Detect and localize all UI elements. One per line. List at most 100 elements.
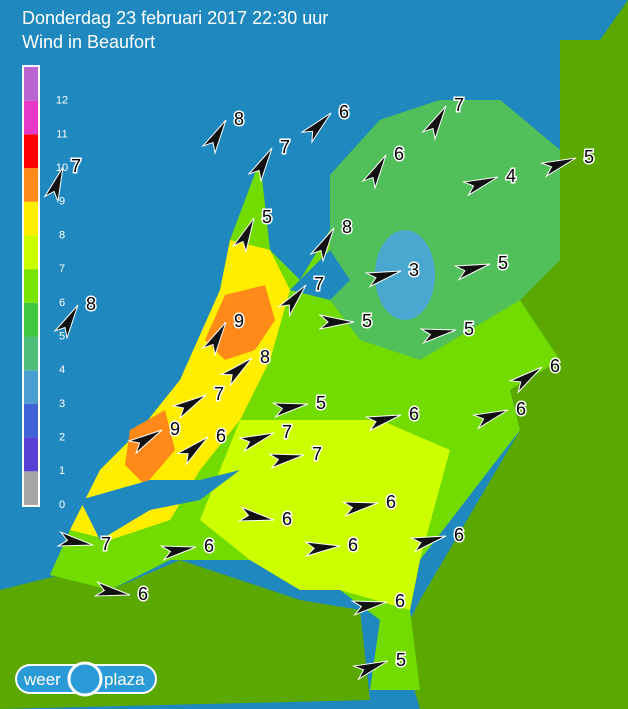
- arrow-shape: [201, 321, 227, 357]
- arrow-shape: [56, 531, 94, 547]
- wind-arrow: [175, 436, 209, 467]
- wind-arrow: [303, 541, 341, 557]
- wind-arrow: [508, 366, 543, 394]
- arrow-shape: [421, 105, 447, 141]
- arrow-shape: [350, 600, 388, 616]
- legend-label: 4: [59, 364, 65, 376]
- wind-arrow: [419, 328, 457, 344]
- station-value: 8: [234, 109, 244, 129]
- station-value: 7: [454, 95, 464, 115]
- legend-swatch: [24, 67, 38, 101]
- arrow-shape: [318, 314, 355, 330]
- wind-arrow: [409, 535, 447, 553]
- legend-swatch: [24, 100, 38, 135]
- wind-arrow: [159, 545, 197, 561]
- wind-arrow: [350, 600, 388, 616]
- legend-label: 1: [59, 465, 65, 477]
- legend-label: 8: [59, 229, 65, 241]
- arrow-shape: [237, 506, 275, 522]
- wind-arrow: [56, 531, 94, 547]
- station-value: 7: [280, 137, 290, 157]
- arrow-shape: [93, 581, 131, 597]
- legend-swatch: [24, 302, 38, 337]
- station-value: 7: [71, 156, 81, 176]
- arrow-shape: [309, 227, 335, 263]
- arrow-shape: [159, 545, 197, 561]
- arrow-shape: [364, 270, 402, 288]
- station-value: 6: [395, 591, 405, 611]
- logo-left: weer: [23, 670, 61, 689]
- station-value: 6: [386, 492, 396, 512]
- wind-arrow: [471, 409, 509, 430]
- arrow-shape: [271, 402, 309, 418]
- legend-label: 6: [59, 297, 65, 309]
- wind-arrow: [421, 105, 447, 141]
- arrow-shape: [409, 535, 447, 553]
- station-value: 7: [282, 422, 292, 442]
- arrow-shape: [508, 366, 543, 394]
- wind-arrow: [93, 581, 131, 597]
- station-value: 6: [216, 426, 226, 446]
- station-value: 5: [464, 319, 474, 339]
- legend-label: 11: [56, 128, 67, 140]
- legend-swatch: [24, 403, 38, 438]
- arrow-shape: [276, 284, 307, 318]
- station-value: 9: [234, 311, 244, 331]
- wind-arrow: [318, 314, 355, 330]
- wind-arrow: [351, 660, 389, 681]
- arrow-shape: [461, 176, 499, 197]
- station-value: 6: [138, 584, 148, 604]
- legend-swatch: [24, 471, 38, 505]
- station-value: 5: [262, 207, 272, 227]
- arrow-shape: [300, 112, 332, 144]
- wind-arrow: [267, 453, 305, 469]
- station-value: 7: [314, 274, 324, 294]
- wind-arrow: [43, 166, 64, 204]
- station-value: 9: [170, 419, 180, 439]
- title: Donderdag 23 februari 2017 22:30 uur: [22, 8, 328, 28]
- wind-arrow: [271, 402, 309, 418]
- wind-arrow: [364, 270, 402, 288]
- arrow-shape: [53, 304, 79, 340]
- legend-swatch: [24, 168, 38, 202]
- logo-icon: [67, 661, 103, 697]
- logo-right: plaza: [104, 670, 145, 689]
- arrow-shape: [201, 119, 227, 155]
- arrow-shape: [127, 429, 163, 455]
- arrow-shape: [364, 414, 402, 432]
- station-value: 5: [316, 393, 326, 413]
- subtitle: Wind in Beaufort: [22, 32, 155, 52]
- station-value: 5: [396, 650, 406, 670]
- legend-swatch: [24, 201, 38, 236]
- wind-arrow: [53, 304, 79, 340]
- wind-arrow: [127, 429, 163, 455]
- station-value: 7: [312, 444, 322, 464]
- station-value: 6: [348, 535, 358, 555]
- arrow-shape: [219, 357, 253, 388]
- arrow-shape: [471, 409, 509, 430]
- arrow-shape: [267, 453, 305, 469]
- arrow-shape: [453, 263, 491, 281]
- station-value: 6: [204, 536, 214, 556]
- wind-arrow: [201, 119, 227, 155]
- legend-label: 12: [56, 95, 68, 107]
- arrow-shape: [419, 328, 457, 344]
- legend-swatch: [24, 437, 38, 472]
- station-value: 8: [86, 294, 96, 314]
- arrow-shape: [43, 166, 64, 204]
- wind-arrow: [300, 112, 332, 144]
- wind-arrow: [201, 321, 227, 357]
- zone-6: [200, 420, 450, 610]
- station-value: 6: [516, 399, 526, 419]
- arrow-shape: [539, 157, 577, 178]
- station-value: 6: [282, 509, 292, 529]
- legend-label: 3: [59, 398, 65, 410]
- wind-arrow: [461, 176, 499, 197]
- wind-arrow: [247, 147, 273, 183]
- wind-arrow: [361, 154, 387, 190]
- station-value: 6: [339, 102, 349, 122]
- water: [80, 250, 350, 540]
- station-value: 6: [454, 525, 464, 545]
